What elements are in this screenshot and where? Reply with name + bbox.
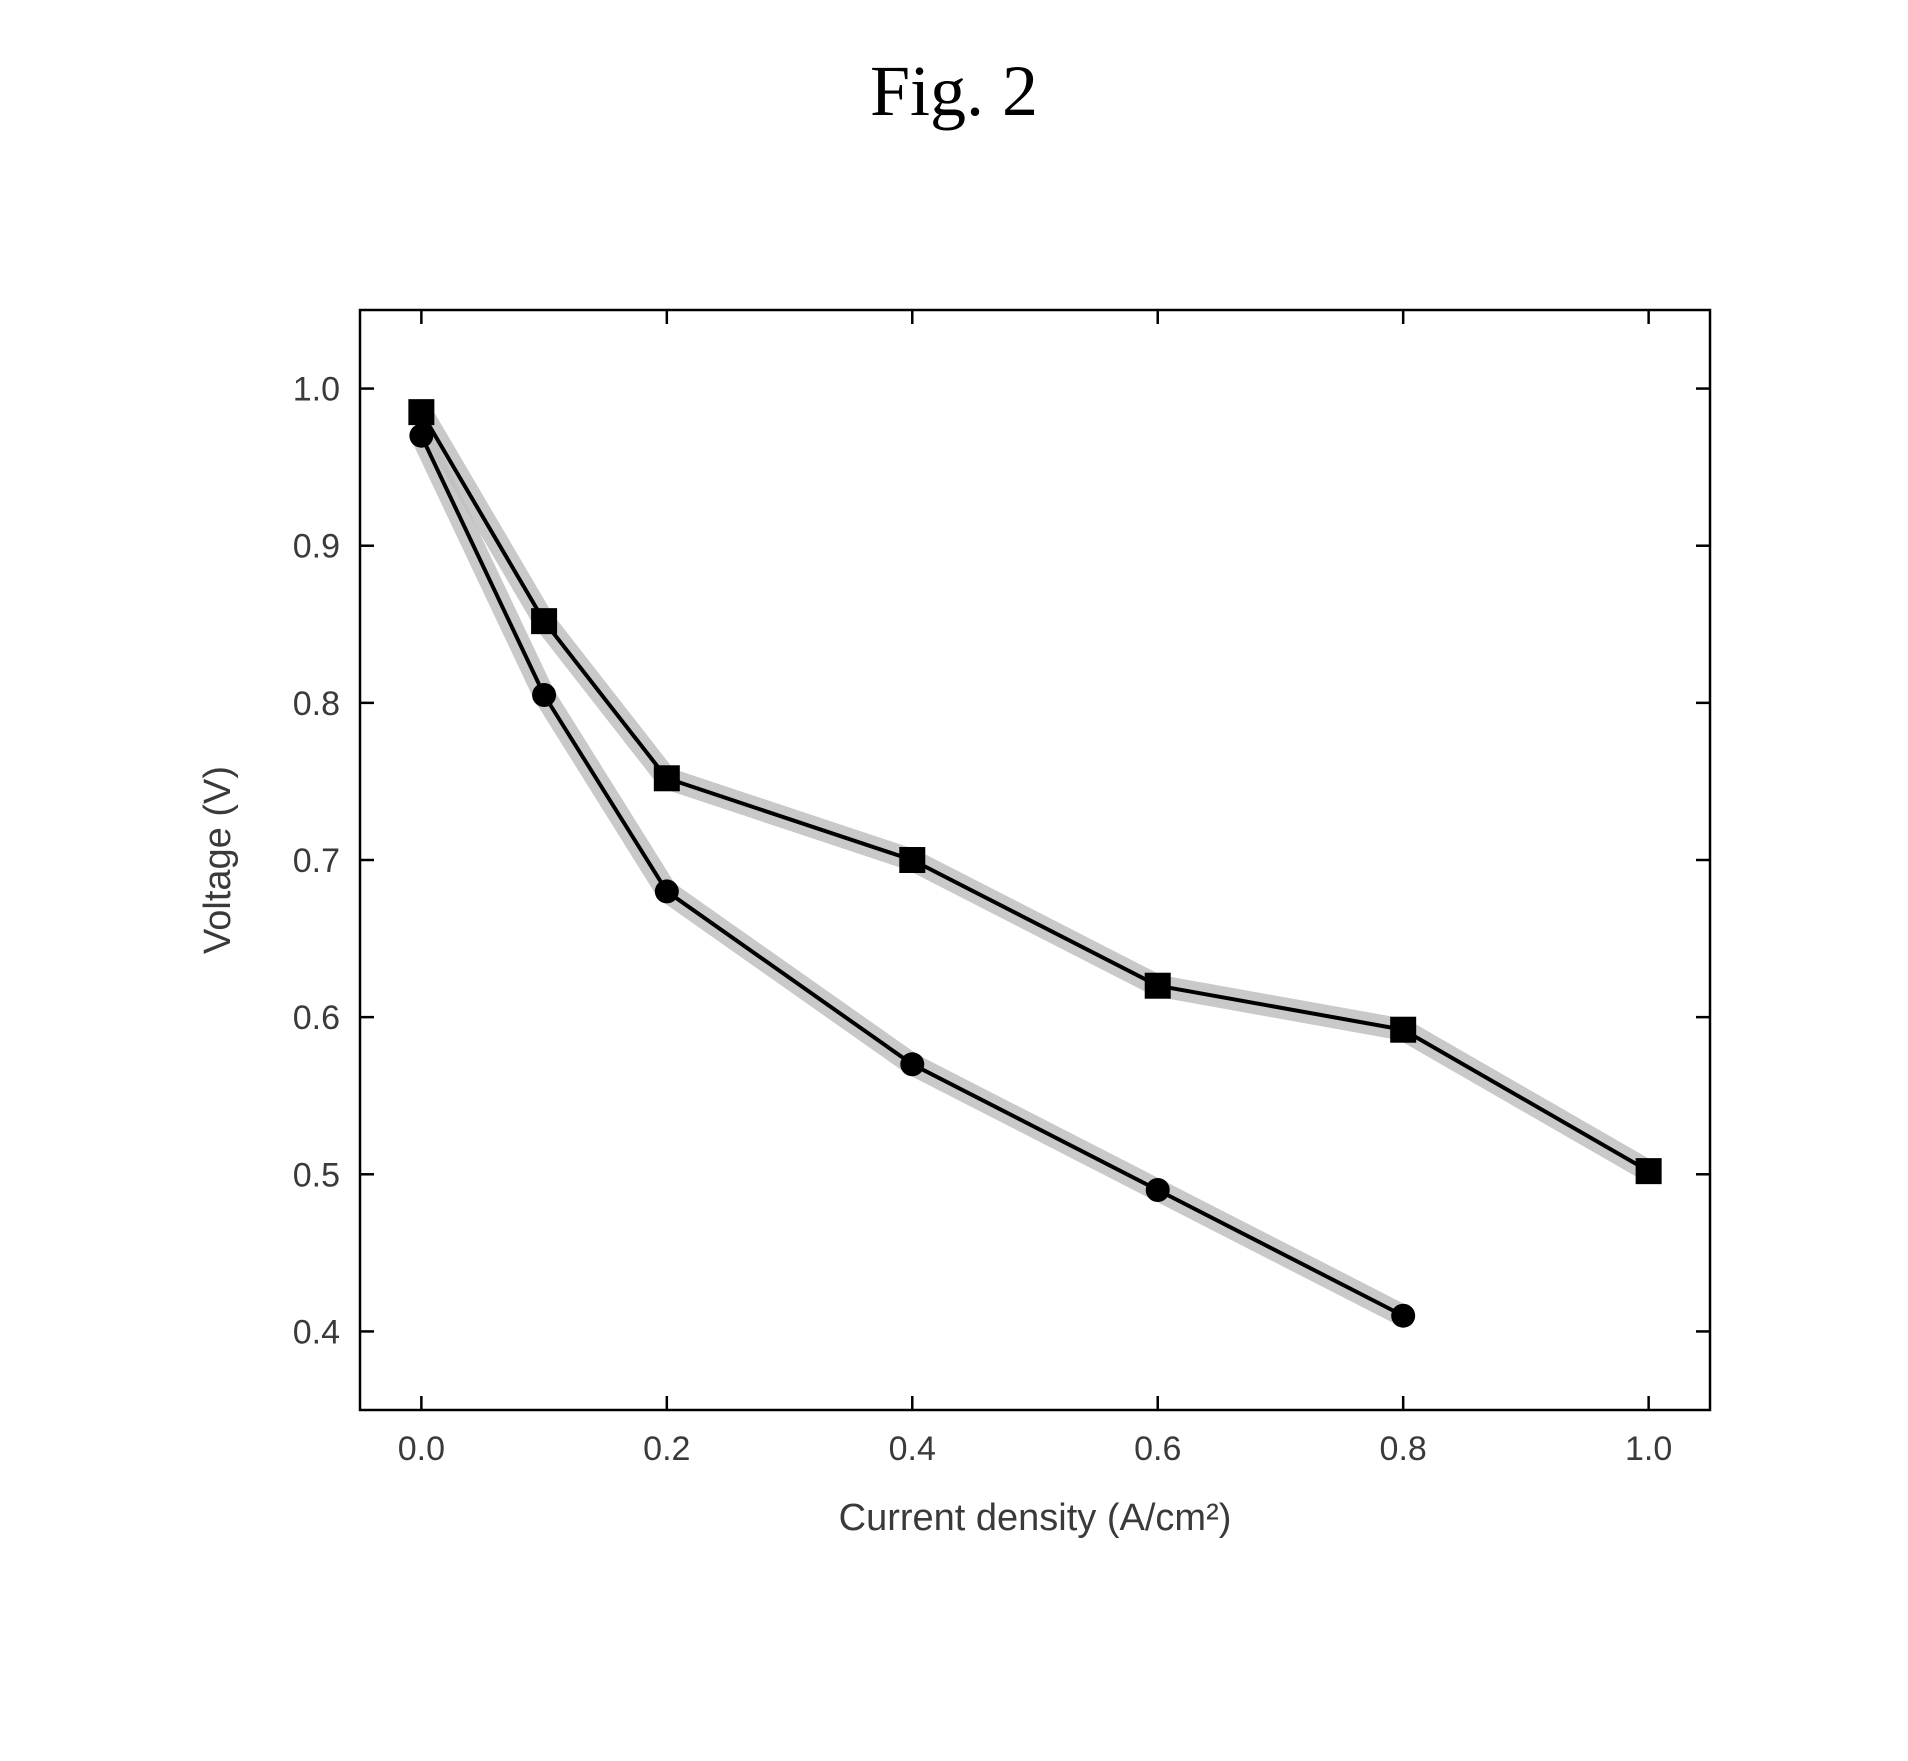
- square-marker: [654, 765, 680, 791]
- figure-title: Fig. 2: [0, 50, 1908, 133]
- x-tick-label: 0.4: [889, 1430, 936, 1468]
- x-tick-label: 0.2: [643, 1430, 690, 1468]
- square-marker: [1636, 1158, 1662, 1184]
- plot-frame: [360, 310, 1710, 1410]
- x-tick-label: 0.6: [1134, 1430, 1181, 1468]
- square-marker: [1390, 1017, 1416, 1043]
- circle-marker: [900, 1052, 924, 1076]
- square-marker: [531, 608, 557, 634]
- y-tick-label: 0.8: [293, 685, 340, 723]
- square-marker: [408, 399, 434, 425]
- x-tick-label: 1.0: [1625, 1430, 1672, 1468]
- y-tick-label: 1.0: [293, 371, 340, 409]
- circle-marker: [655, 879, 679, 903]
- y-axis-label: Voltage (V): [197, 766, 239, 954]
- circle-marker: [1391, 1304, 1415, 1328]
- x-axis-label: Current density (A/cm²): [839, 1497, 1232, 1539]
- x-tick-label: 0.0: [398, 1430, 445, 1468]
- y-tick-label: 0.5: [293, 1156, 340, 1194]
- y-tick-label: 0.7: [293, 842, 340, 880]
- circle-marker: [1146, 1178, 1170, 1202]
- square-marker: [1145, 973, 1171, 999]
- chart-container: 0.0 0.2 0.4 0.6 0.8 1.0 0.4 0.5 0.6 0.7 0.8 0.9 1.0 C…: [170, 270, 1760, 1640]
- polarization-chart: 0.0 0.2 0.4 0.6 0.8 1.0 0.4 0.5 0.6 0.7 0.8 0.9 1.0 C…: [170, 270, 1760, 1640]
- x-tick-label: 0.8: [1380, 1430, 1427, 1468]
- y-tick-label: 0.6: [293, 999, 340, 1037]
- y-tick-label: 0.9: [293, 528, 340, 566]
- y-tick-label: 0.4: [293, 1313, 340, 1351]
- circle-marker: [409, 424, 433, 448]
- page: Fig. 2 0.0 0.2 0.4 0.6 0.8 1.0 0.4 0.5 0.6 0.7 0.8…: [0, 0, 1908, 1761]
- circle-marker: [532, 683, 556, 707]
- square-marker: [899, 847, 925, 873]
